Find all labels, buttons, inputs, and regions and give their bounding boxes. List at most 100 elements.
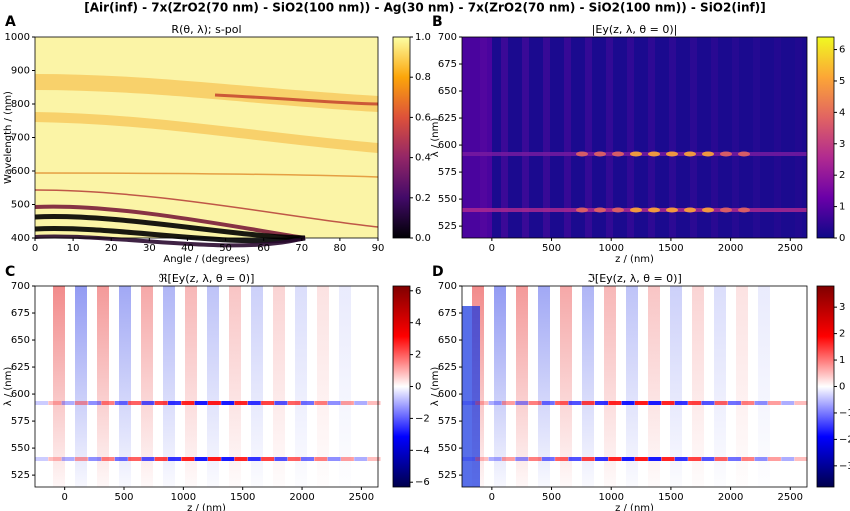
y-axis-label: λ / (nm) — [3, 367, 14, 407]
y-tick-label: 900 — [11, 66, 30, 77]
x-axis-label: z / (nm) — [615, 503, 654, 511]
x-tick-label: 0 — [489, 243, 495, 254]
colorbar-tick-label: 4 — [415, 318, 421, 329]
panel-label: B — [432, 14, 443, 30]
x-tick-label: 2500 — [778, 243, 803, 254]
y-tick-label: 625 — [438, 362, 457, 373]
x-tick-label: 2000 — [718, 492, 743, 503]
y-tick-label: 600 — [11, 389, 30, 400]
y-tick-label: 525 — [438, 221, 457, 232]
y-tick-label: 700 — [438, 281, 457, 292]
x-tick-label: 40 — [181, 243, 194, 254]
panel-label: D — [432, 264, 444, 280]
y-tick-label: 625 — [438, 113, 457, 124]
y-axis-label: λ / (nm) — [430, 118, 441, 158]
panel-title: ℑ[Ey(z, λ, θ = 0)] — [587, 272, 682, 285]
colorbar-tick-label: 0 — [839, 382, 845, 393]
y-tick-label: 550 — [438, 194, 457, 205]
colorbar-tick-label: −2 — [839, 434, 850, 445]
x-tick-label: 500 — [114, 492, 133, 503]
plot-frame — [34, 285, 379, 488]
y-tick-label: 600 — [438, 389, 457, 400]
y-axis-label: Wavelength / (nm) — [3, 91, 14, 184]
colorbar-tick-label: 0.6 — [415, 112, 431, 123]
colorbar-tick-label: 1.0 — [415, 32, 431, 43]
y-tick-label: 650 — [438, 335, 457, 346]
colorbar-tick-label: 6 — [839, 45, 845, 56]
y-tick-label: 600 — [438, 140, 457, 151]
y-tick-label: 400 — [11, 233, 30, 244]
plot-frame — [461, 285, 808, 488]
x-tick-label: 500 — [542, 492, 561, 503]
panel-title: R(θ, λ); s-pol — [171, 23, 241, 36]
colorbar-tick-label: 2 — [415, 350, 421, 361]
colorbar — [392, 285, 411, 488]
y-tick-label: 575 — [438, 167, 457, 178]
y-tick-label: 675 — [438, 308, 457, 319]
y-tick-label: 700 — [11, 133, 30, 144]
x-tick-label: 1000 — [171, 492, 196, 503]
y-axis-label: λ / (nm) — [430, 367, 441, 407]
x-axis-label: z / (nm) — [615, 254, 654, 265]
y-tick-label: 575 — [11, 416, 30, 427]
x-tick-label: 80 — [334, 243, 347, 254]
colorbar — [392, 36, 411, 239]
y-tick-label: 700 — [438, 32, 457, 43]
x-tick-label: 2500 — [349, 492, 374, 503]
x-tick-label: 2500 — [778, 492, 803, 503]
colorbar-tick-label: 3 — [839, 139, 845, 150]
panel-label: A — [5, 14, 16, 30]
colorbar-tick-label: 3 — [839, 302, 845, 313]
y-tick-label: 1000 — [5, 32, 30, 43]
colorbar-tick-label: −3 — [839, 461, 850, 472]
colorbar-tick-label: −6 — [415, 477, 430, 488]
x-tick-label: 2000 — [289, 492, 314, 503]
x-tick-label: 30 — [143, 243, 156, 254]
y-tick-label: 500 — [11, 200, 30, 211]
colorbar — [816, 36, 835, 239]
y-tick-label: 525 — [11, 470, 30, 481]
x-tick-label: 0 — [32, 243, 38, 254]
x-tick-label: 0 — [489, 492, 495, 503]
y-tick-label: 550 — [11, 443, 30, 454]
x-tick-label: 1000 — [598, 243, 623, 254]
x-tick-label: 1500 — [230, 492, 255, 503]
x-tick-label: 500 — [542, 243, 561, 254]
x-tick-label: 60 — [257, 243, 270, 254]
heatmap — [35, 286, 381, 487]
y-tick-label: 550 — [438, 443, 457, 454]
colorbar-tick-label: 4 — [839, 107, 845, 118]
x-tick-label: 1500 — [658, 243, 683, 254]
y-tick-label: 650 — [11, 335, 30, 346]
colorbar-tick-label: −4 — [415, 445, 430, 456]
heatmap — [462, 37, 807, 238]
colorbar-tick-label: −2 — [415, 413, 430, 424]
x-tick-label: 90 — [372, 243, 385, 254]
panel-title: ℜ[Ey(z, λ, θ = 0)] — [159, 272, 255, 285]
y-tick-label: 625 — [11, 362, 30, 373]
y-tick-label: 675 — [11, 308, 30, 319]
heatmap — [462, 286, 808, 487]
x-tick-label: 70 — [295, 243, 308, 254]
y-tick-label: 600 — [11, 166, 30, 177]
figure-title: [Air(inf) - 7x(ZrO2(70 nm) - SiO2(100 nm… — [84, 1, 765, 15]
x-tick-label: 0 — [61, 492, 67, 503]
colorbar — [816, 285, 835, 488]
colorbar-tick-label: −1 — [839, 408, 850, 419]
colorbar-tick-label: 1 — [839, 202, 845, 213]
x-tick-label: 20 — [105, 243, 118, 254]
y-tick-label: 650 — [438, 86, 457, 97]
x-tick-label: 10 — [67, 243, 80, 254]
colorbar-tick-label: 0.2 — [415, 193, 431, 204]
colorbar-tick-label: 0.0 — [415, 233, 431, 244]
x-tick-label: 1000 — [598, 492, 623, 503]
colorbar-tick-label: 1 — [839, 355, 845, 366]
heatmap — [34, 37, 379, 248]
colorbar-tick-label: 0.4 — [415, 153, 431, 164]
plot-frame — [461, 36, 808, 239]
y-tick-label: 575 — [438, 416, 457, 427]
y-tick-label: 675 — [438, 59, 457, 70]
colorbar-tick-label: 6 — [415, 286, 421, 297]
panel-title: |Ey(z, λ, θ = 0)| — [592, 23, 678, 36]
colorbar-tick-label: 0 — [415, 382, 421, 393]
